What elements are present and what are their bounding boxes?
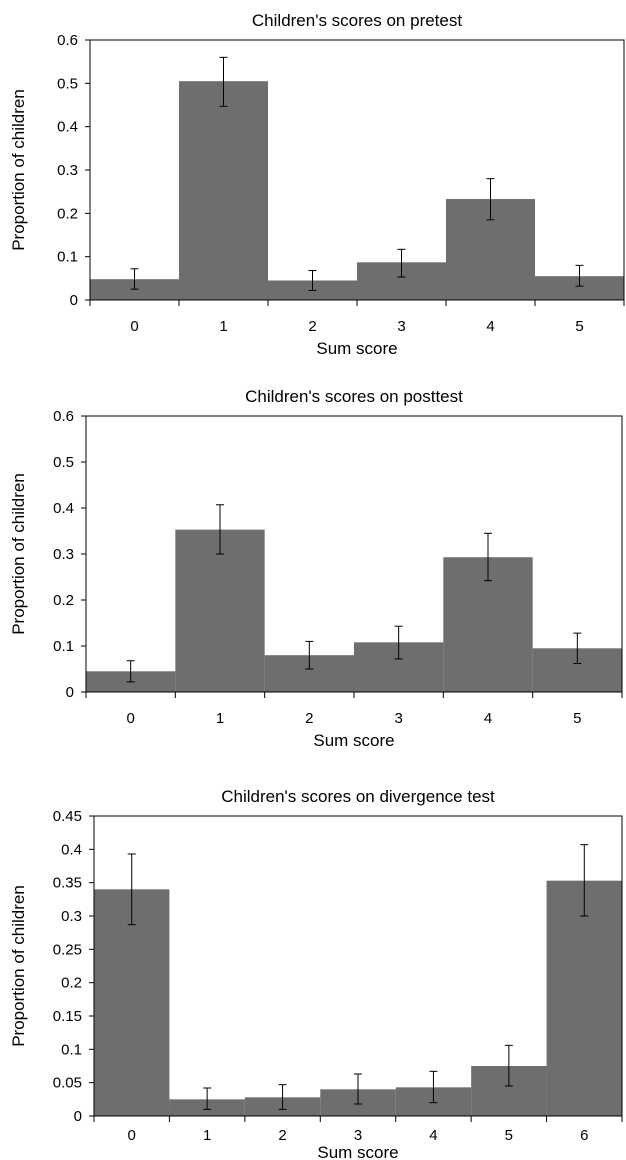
error-bar xyxy=(486,178,495,221)
error-bar xyxy=(203,1087,212,1110)
x-tick-label: 2 xyxy=(278,1127,286,1144)
error-bar xyxy=(127,853,136,926)
error-bar xyxy=(219,56,228,107)
x-tick-label: 4 xyxy=(429,1127,437,1144)
chart-panel-divergence: Children's scores on divergence test 0 0.0… xyxy=(0,780,626,1160)
error-bar xyxy=(573,632,582,664)
y-tick-label: 0.2 xyxy=(53,592,74,609)
chart-svg: Children's scores on posttest 0 0.1 0.2 0.3 0… xyxy=(9,387,623,750)
error-bar xyxy=(278,1084,287,1110)
y-tick-label: 0.2 xyxy=(57,205,78,222)
x-tick-label: 3 xyxy=(397,318,405,335)
error-bar xyxy=(575,264,584,287)
chart-svg: Children's scores on pretest 0 0.1 0.2 0.3 0.… xyxy=(9,11,625,358)
y-tick-label: 0.05 xyxy=(53,1075,82,1092)
error-bar xyxy=(216,504,224,555)
y-tick-label: 0 xyxy=(70,292,78,309)
error-bar xyxy=(354,1073,362,1105)
x-axis-label: Sum score xyxy=(316,339,397,358)
x-tick-label: 2 xyxy=(308,318,316,335)
error-bar xyxy=(305,640,314,670)
error-bar xyxy=(504,1044,513,1087)
chart-panel-posttest: Children's scores on posttest 0 0.1 0.2 0.3 0… xyxy=(0,380,626,760)
x-tick-label: 1 xyxy=(219,318,227,335)
chart-svg: Children's scores on divergence test 0 0.0… xyxy=(9,787,623,1160)
error-bar xyxy=(484,532,492,582)
error-bar xyxy=(126,660,135,683)
x-tick-label: 1 xyxy=(203,1127,211,1144)
y-tick-label: 0.1 xyxy=(57,249,78,266)
y-tick-label: 0.25 xyxy=(53,941,82,958)
error-bar xyxy=(397,248,406,278)
y-tick-label: 0.3 xyxy=(53,546,74,563)
x-tick-label: 3 xyxy=(394,710,402,727)
y-tick-label: 0.4 xyxy=(53,500,74,517)
x-tick-label: 6 xyxy=(580,1127,588,1144)
bar xyxy=(94,889,170,1116)
chart-title: Children's scores on posttest xyxy=(245,387,463,406)
y-tick-label: 0.4 xyxy=(61,841,82,858)
x-tick-label: 5 xyxy=(575,318,583,335)
error-bar xyxy=(130,268,139,290)
y-tick-label: 0.6 xyxy=(53,408,74,425)
y-tick-label: 0 xyxy=(74,1108,82,1125)
bar xyxy=(179,81,268,301)
y-tick-label: 0.3 xyxy=(57,162,78,179)
y-tick-label: 0.1 xyxy=(61,1041,82,1058)
y-tick-label: 0 xyxy=(66,684,74,701)
chart-title: Children's scores on divergence test xyxy=(221,787,495,806)
x-tick-label: 3 xyxy=(354,1127,362,1144)
y-tick-label: 0.5 xyxy=(57,75,78,92)
bar xyxy=(535,276,624,300)
error-bar xyxy=(429,1070,438,1104)
y-tick-label: 0.6 xyxy=(57,32,78,49)
x-tick-label: 1 xyxy=(216,710,224,727)
y-tick-label: 0.15 xyxy=(53,1008,82,1025)
x-tick-label: 2 xyxy=(305,710,313,727)
x-tick-label: 5 xyxy=(573,710,581,727)
y-tick-label: 0.5 xyxy=(53,454,74,471)
x-tick-label: 0 xyxy=(128,1127,136,1144)
y-axis-label: Proportion of children xyxy=(9,885,28,1047)
error-bar xyxy=(308,270,317,291)
plot-frame xyxy=(93,815,623,1116)
y-axis-label: Proportion of children xyxy=(9,473,28,635)
x-tick-label: 5 xyxy=(505,1127,513,1144)
y-axis-label: Proportion of children xyxy=(9,89,28,251)
y-tick-label: 0.1 xyxy=(53,638,74,655)
x-tick-label: 4 xyxy=(486,318,494,335)
x-tick-label: 4 xyxy=(484,710,492,727)
bar xyxy=(175,529,265,692)
y-tick-label: 0.2 xyxy=(61,975,82,992)
error-bar xyxy=(394,625,403,660)
bar xyxy=(546,880,622,1116)
y-tick-label: 0.45 xyxy=(53,808,82,825)
y-tick-label: 0.35 xyxy=(53,875,82,892)
x-axis-label: Sum score xyxy=(317,1143,398,1160)
x-tick-label: 0 xyxy=(126,710,134,727)
x-axis-label: Sum score xyxy=(313,731,394,750)
y-tick-label: 0.3 xyxy=(61,908,82,925)
x-tick-label: 0 xyxy=(130,318,138,335)
y-tick-label: 0.4 xyxy=(57,119,78,136)
plot-frame xyxy=(89,39,625,300)
chart-panel-pretest: Children's scores on pretest 0 0.1 0.2 0.3 0.… xyxy=(0,0,626,380)
error-bar xyxy=(580,844,589,917)
chart-title: Children's scores on pretest xyxy=(252,11,462,30)
